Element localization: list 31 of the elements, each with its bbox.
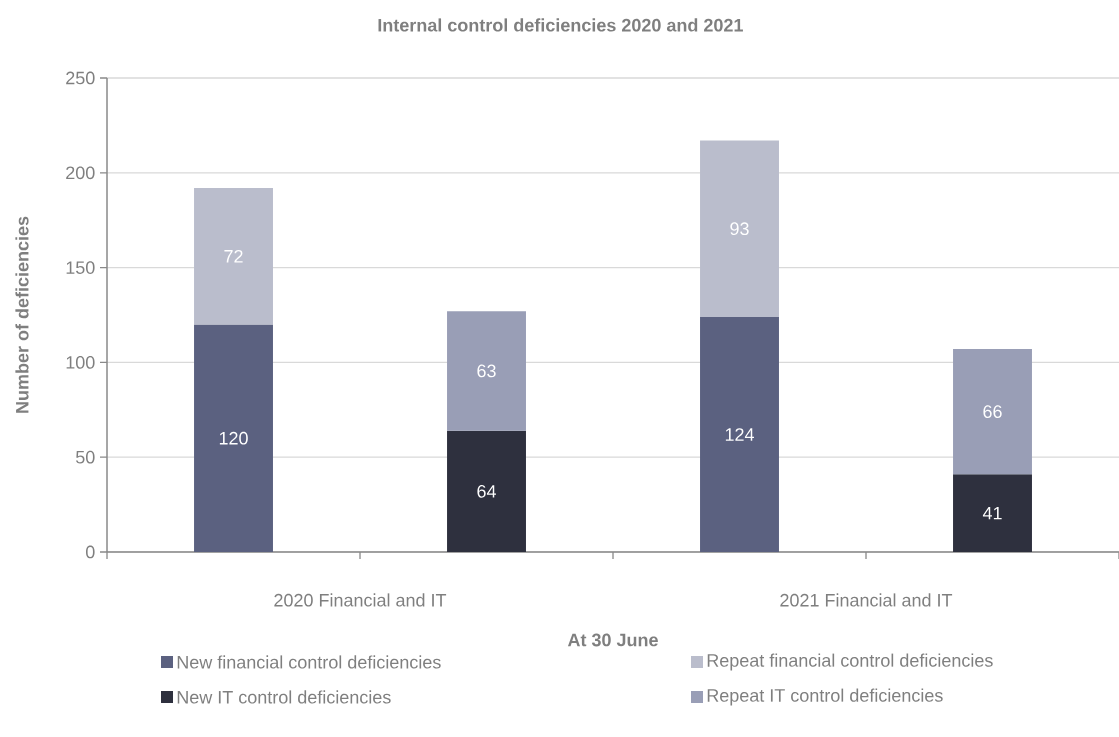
data-label: 124 [725,428,754,441]
y-tick-label: 50 [75,450,95,464]
y-tick-label: 250 [66,71,95,85]
bar [194,187,273,325]
data-label: 66 [983,405,1002,419]
bar [700,316,779,552]
bar [953,349,1032,475]
bar [953,474,1032,552]
legend-label: New financial control deficiencies [177,655,441,669]
y-axis-title: Number of deficiencies [15,216,29,413]
data-label: 63 [477,364,496,378]
x-tick-label: 2020 Financial and IT [274,593,447,607]
data-label: 64 [477,484,496,498]
data-label: 41 [982,506,1002,520]
bar [194,324,273,552]
data-label: 93 [730,222,749,236]
legend-label: New IT control deficiencies [177,690,391,704]
y-tick-label: 0 [86,545,95,559]
data-label: 120 [219,431,248,445]
bar [447,311,526,431]
data-label: 72 [224,249,243,263]
y-tick-label: 100 [66,356,95,369]
y-tick-label: 200 [66,166,95,180]
y-tick-label: 150 [66,261,95,274]
bar [700,140,779,317]
legend-label: Repeat IT control deficiencies [707,688,943,706]
x-axis-title: At 30 June [567,633,658,647]
legend-label: Repeat financial control deficiencies [707,653,993,671]
x-tick-label: 2021 Financial and IT [780,593,953,607]
bar [447,430,526,552]
chart-title: Internal control deficiencies 2020 and 2021 [378,18,743,32]
